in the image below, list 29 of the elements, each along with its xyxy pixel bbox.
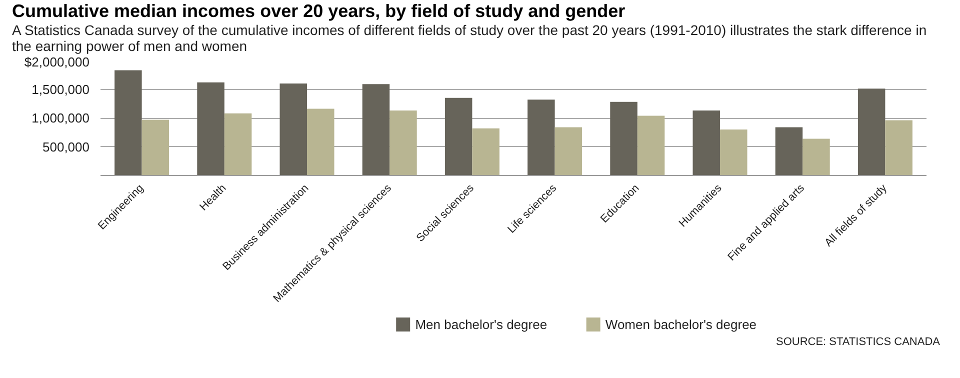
bar bbox=[554, 127, 582, 176]
bar bbox=[280, 84, 307, 176]
y-tick-label: 1,500,000 bbox=[32, 82, 90, 97]
bar bbox=[362, 84, 390, 176]
bar bbox=[720, 130, 748, 176]
bar bbox=[197, 82, 224, 176]
bar bbox=[472, 128, 500, 176]
legend-label: Women bachelor's degree bbox=[605, 317, 757, 332]
bar bbox=[114, 70, 142, 176]
bar bbox=[775, 127, 803, 176]
y-tick-label: 500,000 bbox=[42, 139, 90, 154]
bar bbox=[307, 108, 334, 176]
bar bbox=[858, 88, 886, 176]
chart-title: Cumulative median incomes over 20 years, by field of study and gender bbox=[12, 0, 626, 22]
bar bbox=[390, 110, 417, 176]
bar bbox=[610, 102, 638, 176]
bar bbox=[142, 120, 170, 176]
y-tick-label: 1,000,000 bbox=[32, 110, 90, 126]
bar bbox=[224, 113, 252, 176]
bar bbox=[802, 138, 830, 176]
y-tick-label: $2,000,000 bbox=[24, 54, 90, 70]
bar bbox=[637, 116, 665, 176]
bar bbox=[444, 98, 472, 176]
bar bbox=[885, 120, 912, 176]
chart-subtitle: A Statistics Canada survey of the cumulative incomes of different fields of study over the past 20 years (1991-2010) illustrates the stark difference in the earning power of men and women bbox=[12, 22, 928, 54]
bar bbox=[528, 100, 555, 176]
bar bbox=[692, 110, 720, 176]
legend-label: Men bachelor's degree bbox=[415, 317, 548, 332]
source-note: SOURCE: STATISTICS CANADA bbox=[776, 336, 940, 348]
